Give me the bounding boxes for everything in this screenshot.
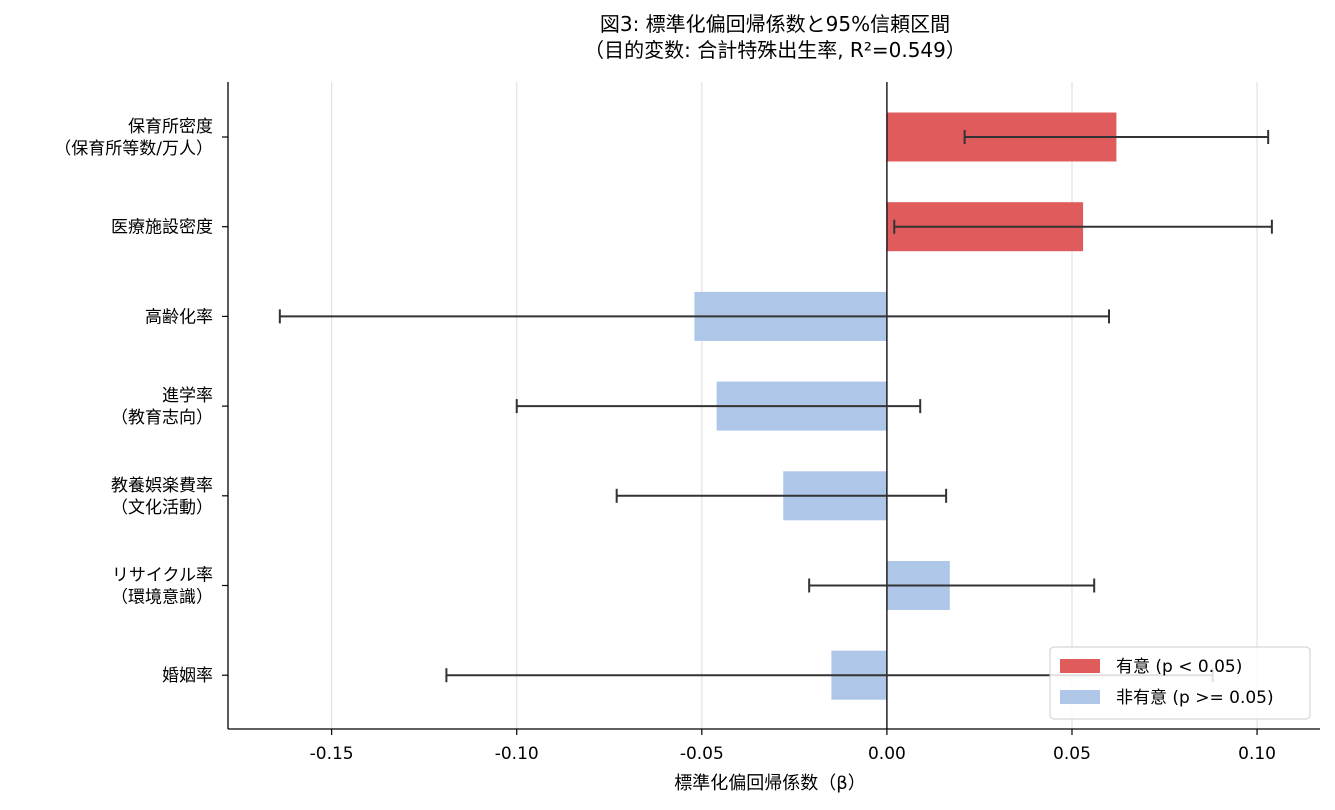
legend-label: 有意 (p < 0.05) bbox=[1116, 657, 1242, 677]
y-tick-label: 教養娯楽費率 bbox=[111, 476, 213, 496]
x-tick-label: 0.10 bbox=[1238, 744, 1276, 764]
legend-box bbox=[1049, 646, 1311, 720]
y-tick-label: 婚姻率 bbox=[162, 666, 213, 686]
legend-swatch bbox=[1060, 690, 1100, 704]
y-tick-label: （保育所等数/万人） bbox=[54, 139, 213, 159]
x-axis-label: 標準化偏回帰係数（β） bbox=[674, 773, 866, 794]
x-axis-ticks: -0.15 -0.10 -0.05 0.00 0.05 0.10 bbox=[310, 729, 1276, 764]
x-tick-label: 0.05 bbox=[1053, 744, 1091, 764]
y-tick-label: （教育志向） bbox=[111, 408, 213, 428]
x-tick-label: 0.00 bbox=[868, 744, 906, 764]
legend-swatch bbox=[1060, 659, 1100, 673]
chart-title-line: 図3: 標準化偏回帰係数と95%信頼区間 bbox=[600, 12, 950, 36]
y-tick-label: （環境意識） bbox=[111, 588, 213, 608]
legend: 有意 (p < 0.05) 非有意 (p >= 0.05) bbox=[1049, 646, 1311, 720]
y-tick-label: リサイクル率 bbox=[112, 566, 213, 586]
error-bars bbox=[278, 130, 1273, 683]
chart-title: 図3: 標準化偏回帰係数と95%信頼区間（目的変数: 合計特殊出生率, R²=0… bbox=[584, 12, 966, 62]
chart-title-line: （目的変数: 合計特殊出生率, R²=0.549） bbox=[584, 38, 966, 62]
x-tick-label: -0.05 bbox=[680, 744, 724, 764]
y-tick-label: （文化活動） bbox=[111, 498, 213, 518]
legend-label: 非有意 (p >= 0.05) bbox=[1116, 688, 1274, 708]
y-tick-label: 進学率 bbox=[162, 386, 213, 406]
x-axis-label-group: 標準化偏回帰係数（β） bbox=[674, 773, 866, 794]
y-tick-label: 高齢化率 bbox=[145, 307, 213, 327]
x-tick-label: -0.15 bbox=[310, 744, 354, 764]
y-tick-label: 保育所密度 bbox=[128, 117, 213, 137]
y-tick-label: 医療施設密度 bbox=[111, 218, 213, 238]
x-tick-label: -0.10 bbox=[495, 744, 539, 764]
